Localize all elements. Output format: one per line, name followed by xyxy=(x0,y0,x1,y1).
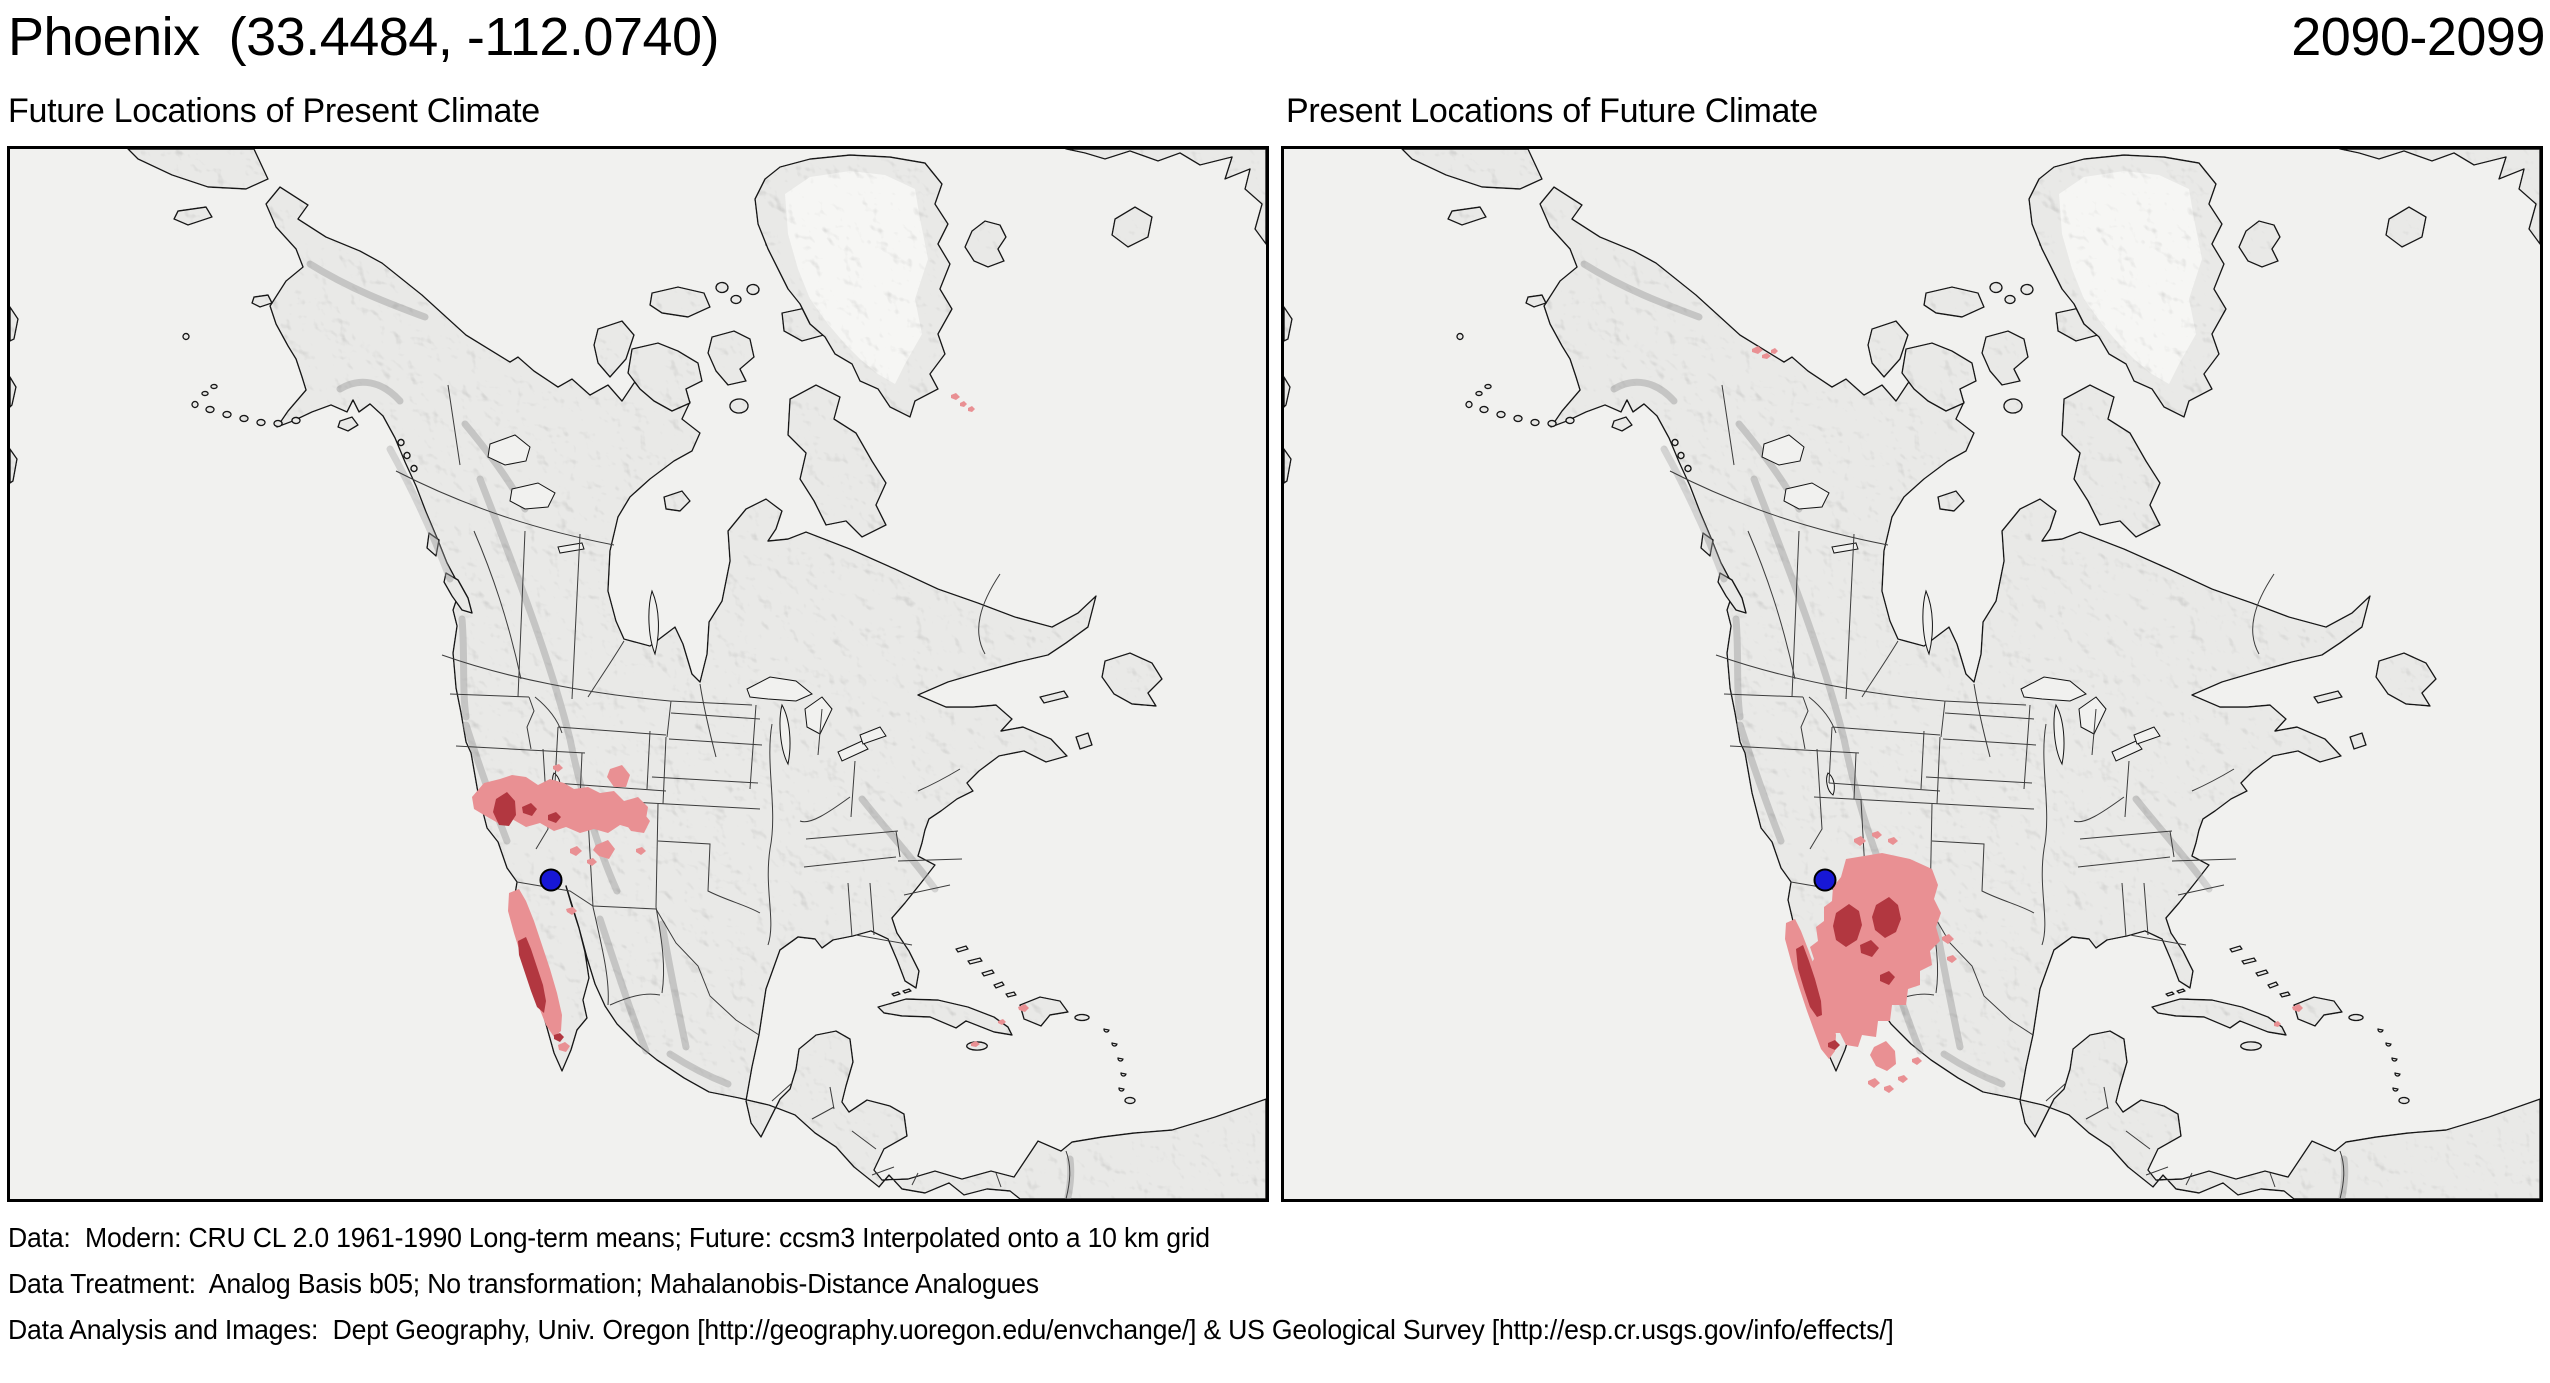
period-label: 2090-2099 xyxy=(2291,7,2545,67)
map-panel-present-locations xyxy=(1281,146,2543,1202)
footer-data-treatment: Data Treatment: Analog Basis b05; No tra… xyxy=(8,1268,1039,1299)
analog-region-dark xyxy=(1796,897,1901,1050)
phoenix-marker xyxy=(539,868,563,892)
map-image-left xyxy=(10,149,1266,1199)
phoenix-marker xyxy=(1813,868,1837,892)
basemap-use xyxy=(10,149,1266,1199)
right-map-title: Present Locations of Future Climate xyxy=(1286,92,1818,130)
footer-credits: Data Analysis and Images: Dept Geography… xyxy=(8,1314,1894,1345)
page-title: Phoenix (33.4484, -112.0740) xyxy=(8,7,720,67)
analog-region-dark xyxy=(493,792,564,1042)
basemap-use xyxy=(1284,149,2540,1199)
map-image-right xyxy=(1284,149,2540,1199)
map-panel-future-locations xyxy=(7,146,1269,1202)
footer-data-source: Data: Modern: CRU CL 2.0 1961-1990 Long-… xyxy=(8,1222,1210,1253)
left-map-title: Future Locations of Present Climate xyxy=(8,92,540,130)
